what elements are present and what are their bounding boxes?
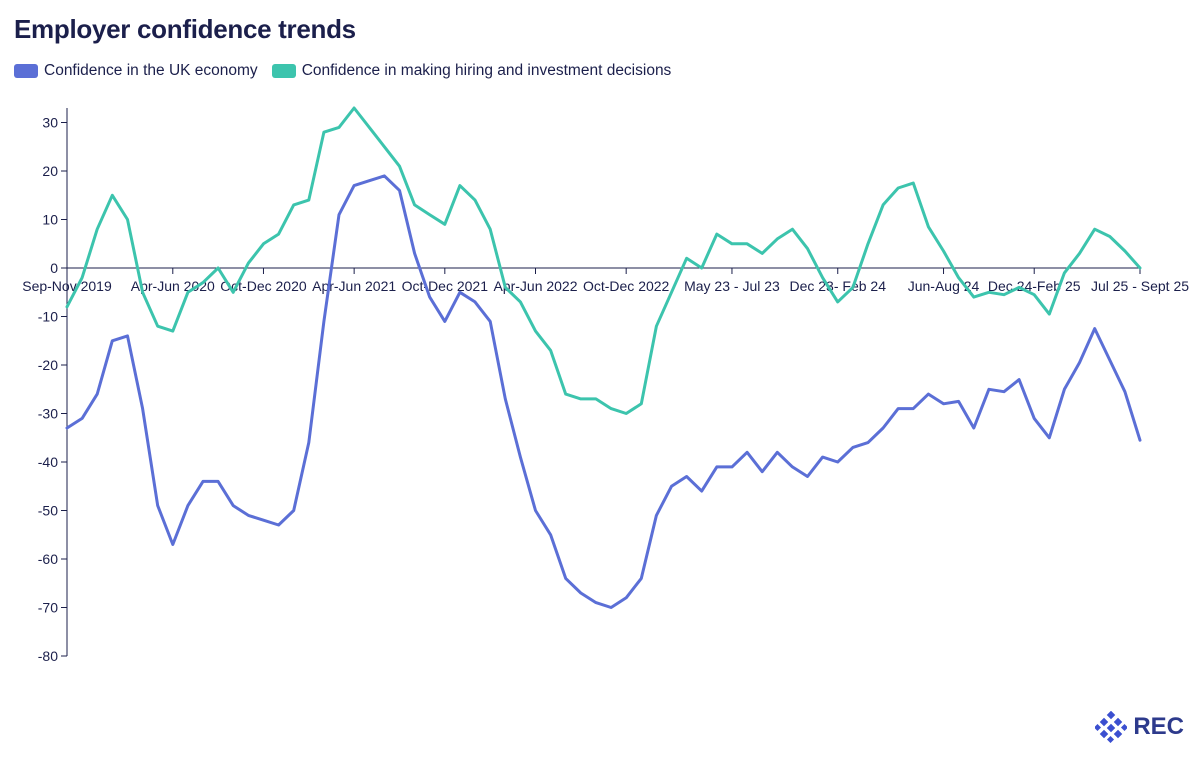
x-tick-label: Oct-Dec 2022 [583, 278, 670, 294]
legend-item-uk-economy[interactable]: Confidence in the UK economy [14, 62, 258, 80]
y-tick-label: -50 [38, 503, 58, 519]
y-tick-label: -70 [38, 600, 58, 616]
y-tick-label: -60 [38, 551, 58, 567]
legend-label-hiring: Confidence in making hiring and investme… [301, 62, 672, 79]
x-tick-label: May 23 - Jul 23 [684, 278, 780, 294]
legend: Confidence in the UK economy Confidence … [14, 62, 685, 80]
y-tick-label: -20 [38, 357, 58, 373]
x-tick-label: Apr-Jun 2022 [493, 278, 577, 294]
x-tick-label: Dec 23- Feb 24 [789, 278, 886, 294]
legend-label-uk-economy: Confidence in the UK economy [44, 62, 258, 79]
legend-swatch-hiring [271, 64, 296, 78]
y-tick-label: 0 [50, 260, 58, 276]
y-tick-label: -10 [38, 309, 58, 325]
x-tick-label: Oct-Dec 2020 [220, 278, 307, 294]
y-tick-label: -80 [38, 648, 58, 664]
y-tick-label: -40 [38, 454, 58, 470]
legend-item-hiring[interactable]: Confidence in making hiring and investme… [271, 62, 672, 80]
x-tick-label: Sep-Nov 2019 [22, 278, 112, 294]
rec-logo: REC [1095, 711, 1184, 743]
y-tick-label: -30 [38, 406, 58, 422]
rec-logo-icon [1095, 711, 1128, 743]
series-line-uk-economy[interactable] [65, 174, 1142, 609]
x-tick-label: Apr-Jun 2021 [312, 278, 396, 294]
x-tick-label: Oct-Dec 2021 [402, 278, 489, 294]
x-tick-label: Jul 25 - Sept 25 [1091, 278, 1189, 294]
x-tick-label: Dec 24-Feb 25 [988, 278, 1081, 294]
y-tick-label: 30 [42, 115, 58, 131]
series-line-hiring[interactable] [65, 106, 1142, 415]
y-tick-label: 10 [42, 212, 58, 228]
y-tick-label: 20 [42, 163, 58, 179]
chart-title: Employer confidence trends [14, 14, 356, 44]
rec-logo-text: REC [1133, 713, 1184, 740]
legend-swatch-uk-economy [14, 64, 38, 78]
